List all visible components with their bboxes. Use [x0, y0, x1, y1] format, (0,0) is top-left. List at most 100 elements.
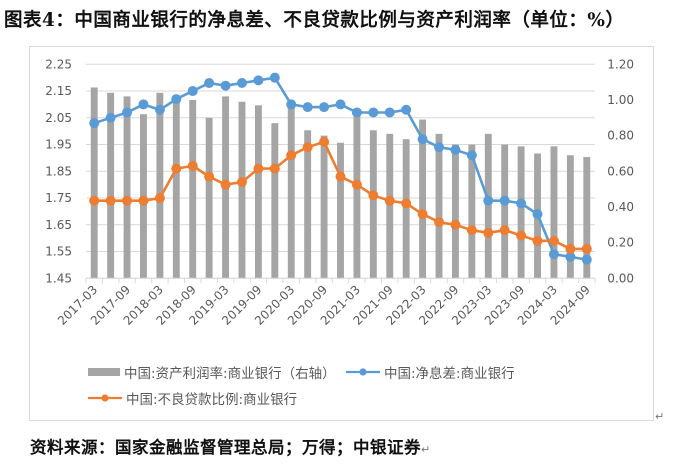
data-point-marker — [236, 177, 247, 187]
roa-bar — [435, 133, 443, 279]
data-point-marker — [499, 195, 510, 206]
data-point-marker — [236, 78, 247, 89]
data-point-marker — [384, 107, 395, 118]
source-text: 资料来源：国家金融监督管理总局；万得；中银证券 — [30, 438, 421, 457]
roa-bar — [189, 99, 197, 279]
chart-frame — [29, 46, 654, 421]
legend-label-npl: 中国:不良贷款比例:商业银行 — [126, 392, 298, 408]
data-point-marker — [138, 195, 149, 206]
y-right-tick-label: 0.00 — [607, 271, 634, 285]
data-point-marker — [105, 195, 116, 206]
data-point-marker — [204, 78, 215, 89]
data-point-marker — [548, 235, 559, 246]
data-point-marker — [434, 217, 445, 228]
y-right-tick-label: 1.20 — [607, 57, 634, 71]
y-left-tick-label: 1.45 — [45, 271, 72, 285]
data-point-marker — [302, 102, 313, 113]
y-left-tick-label: 2.05 — [45, 111, 72, 125]
roa-bar — [369, 130, 377, 279]
data-point-marker — [351, 107, 362, 118]
data-point-marker — [220, 179, 231, 190]
data-point-marker — [483, 195, 494, 206]
roa-bar — [566, 155, 574, 279]
data-point-marker — [417, 209, 428, 220]
roa-bar — [501, 144, 509, 279]
data-point-marker — [319, 136, 330, 147]
data-point-marker — [368, 107, 379, 118]
data-point-marker — [450, 144, 461, 155]
roa-bar — [156, 92, 164, 279]
y-right-tick-label: 0.20 — [607, 236, 634, 250]
data-point-marker — [384, 195, 395, 206]
legend-item-roa: 中国:资产利润率:商业银行（右轴） — [88, 362, 336, 382]
line-dot-marker-icon — [346, 367, 380, 377]
roa-bar — [287, 103, 295, 279]
data-point-marker — [581, 254, 592, 265]
roa-bar — [484, 133, 492, 279]
data-point-marker — [302, 142, 313, 153]
data-point-marker — [286, 99, 297, 110]
y-left-tick-label: 1.95 — [45, 138, 72, 152]
y-right-tick-label: 1.00 — [607, 93, 634, 107]
data-point-marker — [220, 80, 231, 91]
plot-area: 2.25 2.15 2.05 1.95 1.85 1.75 1.65 1.55 1.45 1.20… — [45, 57, 634, 328]
data-point-marker — [154, 104, 165, 115]
bar-swatch-icon — [88, 368, 120, 376]
data-point-marker — [286, 150, 297, 161]
roa-bar — [468, 144, 476, 279]
roa-bar — [402, 139, 410, 279]
y-left-tick-label: 1.75 — [45, 191, 72, 205]
data-point-marker — [253, 75, 264, 86]
data-point-marker — [499, 225, 510, 236]
legend-label-roa: 中国:资产利润率:商业银行（右轴） — [124, 366, 336, 382]
data-point-marker — [434, 142, 445, 153]
roa-bar — [205, 117, 213, 279]
line-dot-marker-icon — [88, 393, 122, 403]
roa-bar — [90, 87, 98, 279]
roa-bar — [271, 123, 279, 279]
source-note: 资料来源：国家金融监督管理总局；万得；中银证券↵ — [30, 434, 431, 458]
data-point-marker — [548, 249, 559, 260]
legend-item-npl: 中国:不良贷款比例:商业银行 — [88, 388, 297, 408]
data-point-marker — [581, 243, 592, 254]
y-right-tick-label: 0.80 — [607, 129, 634, 143]
data-point-marker — [187, 160, 198, 171]
roa-bar — [550, 146, 558, 279]
roa-bar — [172, 99, 180, 279]
y-right-tick-label: 0.40 — [607, 200, 634, 214]
data-point-marker — [401, 104, 412, 115]
data-point-marker — [319, 102, 330, 113]
y-right-tick-label: 0.60 — [607, 164, 634, 178]
paragraph-mark-icon: ↵ — [655, 410, 665, 423]
roa-bar — [238, 101, 246, 279]
data-point-marker — [187, 86, 198, 97]
y-left-tick-label: 2.25 — [45, 57, 72, 71]
y-left-tick-label: 1.55 — [45, 245, 72, 259]
roa-bar — [337, 142, 344, 279]
data-point-marker — [253, 163, 264, 174]
data-point-marker — [516, 198, 527, 209]
roa-bar — [320, 135, 328, 279]
roa-bar — [304, 130, 312, 279]
data-point-marker — [450, 219, 461, 230]
data-point-marker — [532, 235, 543, 246]
data-point-marker — [335, 99, 346, 110]
paragraph-mark-icon: ↵ — [421, 443, 431, 456]
data-point-marker — [269, 72, 280, 83]
data-point-marker — [171, 163, 182, 174]
data-point-marker — [269, 163, 280, 174]
data-point-marker — [417, 134, 428, 145]
data-point-marker — [335, 171, 346, 182]
data-point-marker — [368, 190, 379, 201]
data-point-marker — [516, 230, 527, 241]
roa-bar — [517, 146, 525, 279]
legend-label-nim: 中国:净息差:商业银行 — [384, 366, 515, 382]
data-point-marker — [565, 251, 576, 262]
data-point-marker — [466, 150, 477, 161]
legend-item-nim: 中国:净息差:商业银行 — [346, 362, 515, 382]
roa-bar — [254, 105, 262, 279]
data-point-marker — [204, 171, 215, 182]
roa-bar — [123, 96, 131, 279]
data-point-marker — [483, 227, 494, 238]
